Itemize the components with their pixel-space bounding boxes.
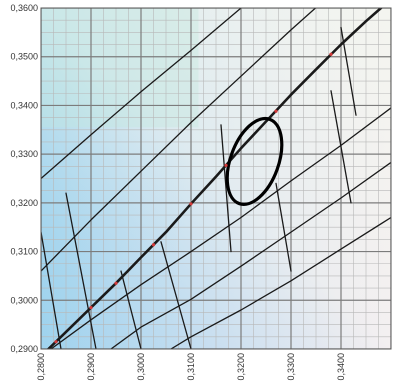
series-line-8	[120, 270, 142, 349]
marker-point-4	[189, 202, 193, 206]
marker-point-6	[274, 109, 278, 113]
series-line-11	[275, 182, 292, 272]
y-tick-label: 0,3400	[10, 100, 38, 110]
y-tick-label: 0,3100	[10, 247, 38, 257]
series-line-3	[50, 107, 391, 349]
y-axis-ticks: 0,2900 0,3000 0,3100 0,3200 0,3300 0,3400 0,35…	[10, 3, 38, 354]
y-tick-label: 0,3500	[10, 52, 38, 62]
y-tick-label: 0,3200	[10, 198, 38, 208]
marker-point-0	[54, 340, 58, 344]
series-line-6	[41, 231, 62, 349]
y-tick-label: 0,3300	[10, 149, 38, 159]
grid-major	[41, 8, 391, 349]
series-line-4	[110, 161, 391, 349]
plot-tint-top-left	[41, 8, 199, 128]
x-tick-label: 0,3100	[186, 353, 196, 381]
x-tick-label: 0,2800	[36, 353, 46, 381]
x-tick-label: 0,2900	[86, 353, 96, 381]
marker-point-7	[329, 52, 333, 56]
y-tick-label: 0,2900	[10, 344, 38, 354]
marker-point-5	[224, 163, 228, 167]
x-axis-ticks: 0,2800 0,2900 0,3000 0,3100 0,3200 0,3300 0,34…	[36, 353, 346, 381]
series-line-10	[220, 124, 232, 253]
series-line-7	[65, 192, 97, 349]
tolerance-ellipse	[225, 116, 284, 206]
series-line-9	[160, 241, 192, 349]
series-line-0	[46, 8, 383, 349]
series-layer	[41, 8, 391, 349]
marker-point-1	[89, 305, 93, 310]
tolerance-ellipse-layer	[225, 116, 284, 206]
series-line-1	[41, 8, 243, 180]
plot-frame	[40, 7, 392, 350]
marker-point-3	[151, 243, 156, 247]
y-tick-label: 0,3000	[10, 295, 38, 305]
marker-layer	[54, 52, 333, 344]
marker-point-2	[114, 281, 118, 285]
x-tick-label: 0,3200	[236, 353, 246, 381]
x-tick-label: 0,3400	[336, 353, 346, 381]
x-tick-label: 0,3300	[286, 353, 296, 381]
x-tick-label: 0,3000	[136, 353, 146, 381]
series-line-12	[330, 90, 352, 204]
series-line-13	[340, 26, 357, 116]
y-tick-label: 0,3600	[10, 3, 38, 13]
series-line-2	[41, 8, 317, 272]
grid-minor	[41, 8, 391, 349]
